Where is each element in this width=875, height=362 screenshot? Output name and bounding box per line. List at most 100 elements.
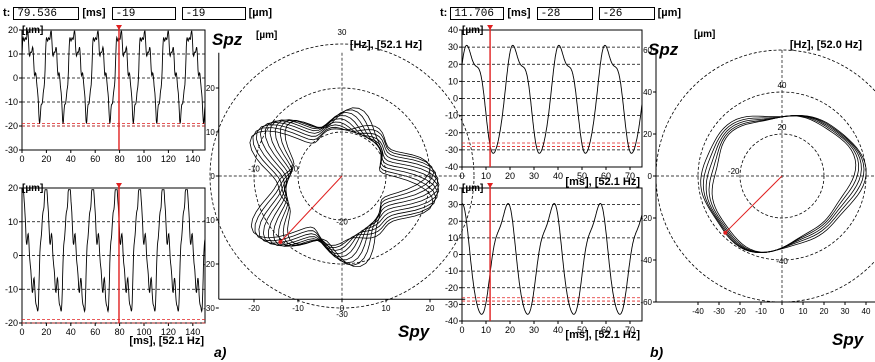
y-tick-label: 20 bbox=[8, 183, 18, 193]
x-tick-label: 40 bbox=[553, 171, 563, 181]
y-tick-label: -10 bbox=[445, 111, 458, 121]
x-tick-label: -20 bbox=[248, 304, 260, 313]
y-tick-label: 20 bbox=[643, 130, 652, 139]
y-tick-label: 0 bbox=[453, 94, 458, 104]
y-tick-label: 0 bbox=[648, 172, 653, 181]
x-tick-label: 10 bbox=[799, 307, 808, 316]
y-tick-label: -20 bbox=[203, 260, 215, 269]
y-tick-label: 40 bbox=[448, 25, 458, 35]
y-tick-label: 30 bbox=[448, 42, 458, 52]
x-tick-label: 10 bbox=[481, 171, 491, 181]
ring-label: -20 bbox=[728, 167, 740, 176]
ring-label: 40 bbox=[778, 81, 787, 90]
x-tick-label: 20 bbox=[505, 325, 515, 335]
x-tick-label: 50 bbox=[577, 325, 587, 335]
y-tick-label: -20 bbox=[5, 318, 18, 328]
value-unit: [µm] bbox=[657, 7, 682, 19]
orbit-point bbox=[723, 230, 728, 235]
x-tick-label: 140 bbox=[185, 327, 200, 337]
time-field[interactable]: 11.706 bbox=[450, 6, 505, 20]
panel-b-spz-time-chart[interactable]: [µm] [ms], [52.1 Hz] 403020100-10-20-30-… bbox=[440, 22, 645, 188]
orbit-trace bbox=[700, 115, 867, 254]
y-tick-label: 10 bbox=[448, 233, 458, 243]
x-axis-label: [ms], [52.1 Hz] bbox=[565, 329, 640, 341]
ring-label: -40 bbox=[776, 257, 788, 266]
y-tick-label: -10 bbox=[203, 216, 215, 225]
panel-b-spy-time-chart[interactable]: [µm] [ms], [52.1 Hz] 403020100-10-20-30-… bbox=[440, 180, 645, 342]
y-tick-label: 0 bbox=[210, 172, 215, 181]
spz-axis-title: Spz bbox=[212, 30, 243, 49]
y-tick-label: 10 bbox=[448, 76, 458, 86]
y-tick-label: 20 bbox=[448, 59, 458, 69]
x-tick-label: -20 bbox=[734, 307, 746, 316]
panel-a-polar-orbit-chart[interactable]: [µm] [Hz], [52.1 Hz] 20 10 0 -10 -20 -30 -20 -1… bbox=[203, 28, 475, 348]
orbit-trace bbox=[250, 107, 434, 246]
x-tick-label: 10 bbox=[382, 304, 391, 313]
x-tick-label: -30 bbox=[713, 307, 725, 316]
time-unit: [ms] bbox=[507, 7, 531, 19]
y-tick-label: -30 bbox=[5, 145, 18, 155]
polar-ring bbox=[209, 43, 475, 309]
y-tick-label: 30 bbox=[448, 200, 458, 210]
cursor-marker bbox=[115, 183, 122, 188]
y-tick-label: -30 bbox=[445, 145, 458, 155]
y-tick-label: 0 bbox=[13, 73, 18, 83]
value-field-2[interactable]: -19 bbox=[181, 6, 246, 20]
x-tick-label: 120 bbox=[161, 327, 176, 337]
x-tick-label: 30 bbox=[841, 307, 850, 316]
x-tick-label: 40 bbox=[862, 307, 871, 316]
value-unit: [µm] bbox=[248, 7, 273, 19]
value-field-2[interactable]: -26 bbox=[598, 6, 655, 20]
x-tick-label: 0 bbox=[19, 327, 24, 337]
x-tick-label: 0 bbox=[340, 304, 345, 313]
cursor-marker bbox=[115, 25, 122, 30]
x-tick-label: 20 bbox=[505, 171, 515, 181]
x-tick-label: -40 bbox=[692, 307, 704, 316]
ring-label: -30 bbox=[336, 310, 348, 319]
spy-axis-title: Spy bbox=[398, 322, 430, 341]
orbit-trace bbox=[249, 124, 431, 267]
orbit-trace bbox=[262, 115, 440, 254]
x-tick-label: 10 bbox=[481, 325, 491, 335]
x-tick-label: 0 bbox=[19, 154, 24, 164]
panel-a-cursor-readout: t: 79.536 [ms] -19 -19 [µm] bbox=[3, 5, 272, 21]
x-tick-label: 60 bbox=[601, 171, 611, 181]
x-tick-label: 100 bbox=[136, 327, 151, 337]
x-tick-label: 20 bbox=[426, 304, 435, 313]
orbit-trace bbox=[711, 115, 857, 253]
ring-label: 30 bbox=[338, 28, 347, 37]
time-label: t: bbox=[440, 7, 448, 19]
y-tick-label: -40 bbox=[445, 162, 458, 172]
x-tick-label: 50 bbox=[577, 171, 587, 181]
x-tick-label: 40 bbox=[66, 154, 76, 164]
ring-label: 20 bbox=[778, 123, 787, 132]
value-field-1[interactable]: -19 bbox=[111, 6, 176, 20]
y-tick-label: 10 bbox=[8, 217, 18, 227]
x-tick-label: 20 bbox=[820, 307, 829, 316]
x-tick-label: 0 bbox=[459, 171, 464, 181]
y-tick-label: -40 bbox=[445, 316, 458, 326]
y-tick-label: -20 bbox=[445, 283, 458, 293]
plot-frame bbox=[21, 29, 206, 151]
panel-a-caption: a) bbox=[214, 344, 227, 360]
orbit-vector bbox=[724, 175, 783, 234]
y-tick-label: 20 bbox=[8, 25, 18, 35]
time-field[interactable]: 79.536 bbox=[13, 6, 80, 20]
unit-label: [µm] bbox=[694, 29, 715, 40]
y-tick-label: 60 bbox=[643, 46, 652, 55]
x-tick-label: 70 bbox=[625, 171, 635, 181]
y-tick-label: 0 bbox=[13, 251, 18, 261]
y-tick-label: -10 bbox=[445, 266, 458, 276]
orbit-trace bbox=[705, 115, 862, 254]
cursor-marker bbox=[487, 183, 494, 188]
ring-label: -20 bbox=[336, 217, 348, 226]
ring-label: 10 bbox=[289, 165, 298, 174]
value-field-1[interactable]: -28 bbox=[536, 6, 593, 20]
x-tick-label: 60 bbox=[90, 154, 100, 164]
y-tick-label: -10 bbox=[5, 97, 18, 107]
x-tick-label: 100 bbox=[136, 154, 151, 164]
panel-b-polar-orbit-chart[interactable]: [µm] [Hz], [52.0 Hz] 60 40 20 0 -20 -40 -60 -40… bbox=[640, 28, 875, 346]
x-axis-label: [ms], [52.1 Hz] bbox=[565, 176, 640, 188]
